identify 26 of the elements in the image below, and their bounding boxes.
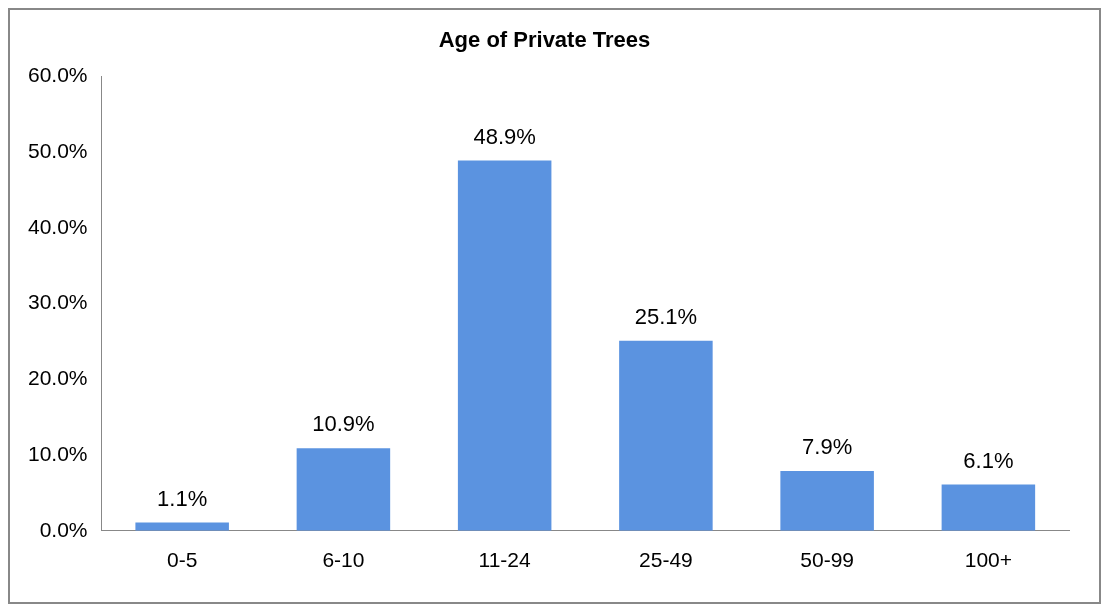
y-tick-label: 50.0%	[28, 138, 88, 162]
bar	[619, 340, 713, 531]
bar	[296, 448, 391, 531]
chart-title: Age of Private Trees	[438, 27, 651, 53]
x-tick-label: 6-10	[322, 548, 365, 572]
data-label: 6.1%	[963, 447, 1014, 473]
y-tick-label: 20.0%	[28, 366, 88, 390]
x-tick-label: 25-49	[639, 548, 693, 572]
x-tick-label: 50-99	[800, 548, 854, 572]
bar	[457, 160, 552, 531]
data-label: 10.9%	[312, 411, 375, 437]
bar	[780, 470, 874, 531]
bar	[135, 522, 229, 531]
y-tick-label: 30.0%	[28, 290, 88, 314]
data-label: 7.9%	[802, 434, 853, 460]
data-label: 48.9%	[473, 123, 536, 149]
y-tick-label: 10.0%	[28, 441, 88, 465]
data-label: 25.1%	[634, 303, 698, 329]
x-tick-label: 11-24	[478, 548, 532, 572]
x-tick-label: 100+	[964, 548, 1013, 572]
data-label: 1.1%	[157, 485, 208, 511]
bar	[941, 484, 1036, 531]
y-tick-label: 60.0%	[28, 63, 88, 87]
y-tick-label: 0.0%	[39, 517, 88, 541]
y-tick-label: 40.0%	[28, 214, 88, 238]
x-tick-label: 0-5	[166, 548, 198, 572]
